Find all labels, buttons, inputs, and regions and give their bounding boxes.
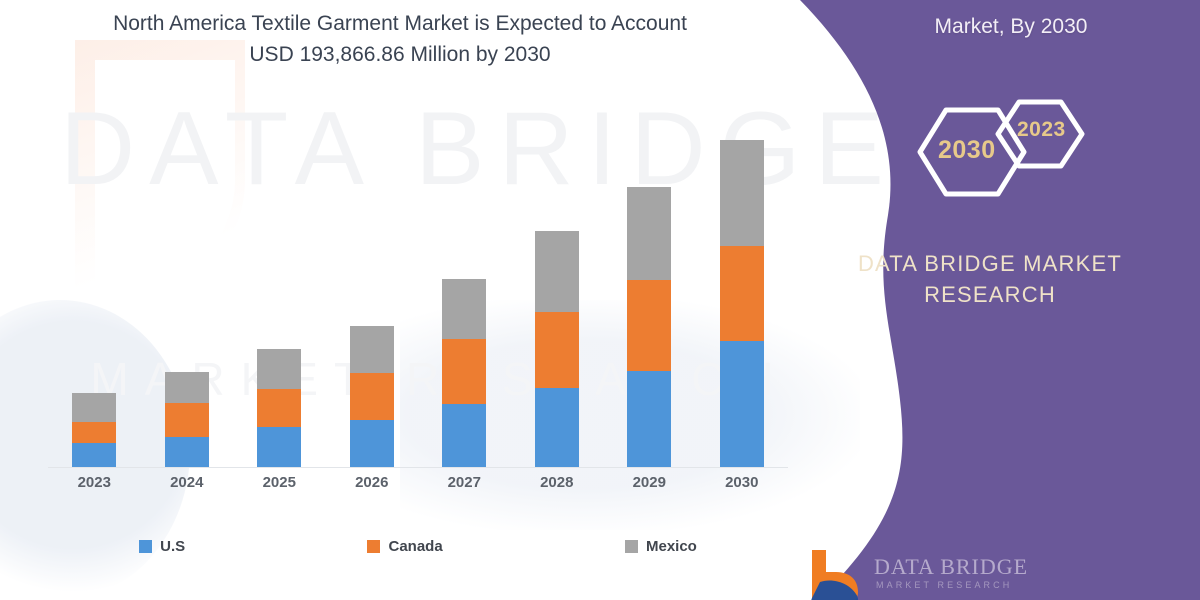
x-axis-labels: 2023 2024 2025 2026 2027 2028 2029 2030 xyxy=(48,469,788,495)
stacked-bar xyxy=(164,372,209,468)
legend-item[interactable]: Mexico xyxy=(624,538,697,555)
bar-segment-mexico xyxy=(534,231,579,313)
logo-subtext: MARKET RESEARCH xyxy=(876,580,1013,590)
legend-item[interactable]: Canada xyxy=(367,538,443,555)
legend-swatch-icon xyxy=(367,540,381,553)
x-axis-label: 2023 xyxy=(77,473,111,491)
stacked-bar xyxy=(257,349,302,468)
bar-segment-mexico xyxy=(164,372,209,404)
bar-segment-us xyxy=(719,341,764,468)
stacked-bar xyxy=(534,231,579,468)
stacked-bar xyxy=(72,392,117,468)
bar-segment-mexico xyxy=(72,392,117,422)
hexagon-2030-label: 2030 xyxy=(938,136,996,164)
stacked-bar xyxy=(442,278,487,468)
hexagon-2023-outline xyxy=(995,99,1085,169)
brand-name-line-1: DATA BRIDGE MARKET xyxy=(857,251,1123,276)
x-axis-label: 2025 xyxy=(262,473,296,491)
bar-segment-us xyxy=(349,419,394,468)
chart-legend: U.S Canada Mexico xyxy=(48,538,788,555)
chart-title-line-2: USD 193,866.86 Million by 2030 xyxy=(249,43,551,67)
legend-label: Mexico xyxy=(645,538,697,555)
legend-swatch-icon xyxy=(624,540,638,553)
bar-group xyxy=(705,120,779,468)
brand-name: DATA BRIDGE MARKET RESEARCH xyxy=(820,248,1160,310)
bar-group xyxy=(150,120,224,468)
x-axis-label: 2028 xyxy=(540,473,574,491)
stacked-bar xyxy=(627,186,672,468)
panel-title: Market, By 2030 xyxy=(934,15,1088,38)
hexagon-2023-label: 2023 xyxy=(1017,118,1066,141)
bar-segment-mexico xyxy=(349,325,394,374)
x-axis-label: 2030 xyxy=(725,473,759,491)
bar-segment-canada xyxy=(349,373,394,420)
chart-plot-area xyxy=(48,120,788,468)
panel-content: Market, By 2030 2030 2023 DATA BRIDGE MA… xyxy=(780,0,1200,600)
x-axis-label: 2027 xyxy=(447,473,481,491)
stacked-bar xyxy=(349,325,394,468)
stacked-bar xyxy=(719,140,764,468)
bar-segment-us xyxy=(534,387,579,468)
chart-title-line-1: North America Textile Garment Market is … xyxy=(113,12,687,35)
hexagon-outlines xyxy=(917,99,1085,197)
logo-b-mark-icon xyxy=(811,550,859,600)
logo-text: DATA BRIDGE xyxy=(874,554,1029,579)
legend-label: U.S xyxy=(160,538,186,555)
bar-segment-canada xyxy=(534,312,579,388)
bar-segment-us xyxy=(442,404,487,468)
bar-segment-canada xyxy=(164,403,209,438)
hexagon-badges: 2030 2023 xyxy=(902,92,1102,227)
bar-segment-us xyxy=(627,371,672,468)
brand-panel: Market, By 2030 2030 2023 DATA BRIDGE MA… xyxy=(780,0,1200,600)
bar-group xyxy=(520,120,594,468)
x-axis-label: 2026 xyxy=(355,473,389,491)
bar-group xyxy=(427,120,501,468)
stacked-bar-chart: 2023 2024 2025 2026 2027 2028 2029 2030 xyxy=(48,120,788,495)
bar-segment-us xyxy=(257,427,302,468)
bar-segment-us xyxy=(164,437,209,468)
bar-segment-canada xyxy=(257,388,302,428)
bar-group xyxy=(242,120,316,468)
hexagon-2030-outline xyxy=(917,107,1027,197)
x-axis-line xyxy=(48,467,788,468)
bar-group xyxy=(612,120,686,468)
bar-segment-mexico xyxy=(627,186,672,281)
bar-segment-canada xyxy=(442,339,487,405)
panel-background-shape xyxy=(800,0,1200,600)
bar-group xyxy=(57,120,131,468)
bar-segment-canada xyxy=(627,280,672,372)
brand-name-line-2: RESEARCH xyxy=(924,282,1056,308)
bar-segment-canada xyxy=(72,421,117,443)
bar-segment-canada xyxy=(719,245,764,342)
legend-label: Canada xyxy=(388,538,443,555)
x-axis-label: 2024 xyxy=(170,473,204,491)
bar-group xyxy=(335,120,409,468)
bar-segment-mexico xyxy=(719,140,764,246)
bar-segment-us xyxy=(72,442,117,468)
legend-item[interactable]: U.S xyxy=(139,538,185,555)
legend-swatch-icon xyxy=(139,540,153,553)
bar-segment-mexico xyxy=(257,349,302,389)
company-logo: DATA BRIDGE MARKET RESEARCH xyxy=(802,548,1122,600)
x-axis-label: 2029 xyxy=(632,473,666,491)
bar-segment-mexico xyxy=(442,278,487,340)
chart-title: North America Textile Garment Market is … xyxy=(40,8,760,70)
